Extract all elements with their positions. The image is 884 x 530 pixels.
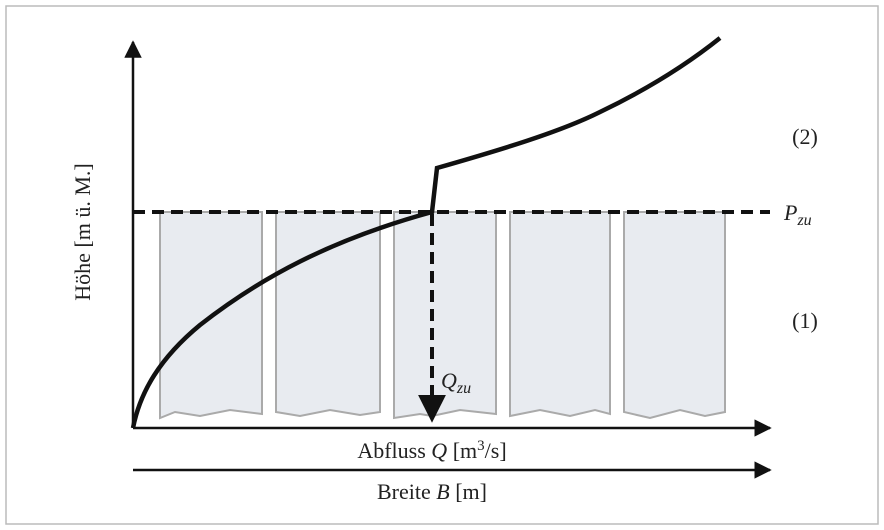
label-subscript: zu [456,380,471,397]
label-text: Abfluss [357,438,431,463]
label-unit: /s] [485,438,507,463]
region-label: (1) [792,308,818,333]
level-label: Pzu [783,200,812,229]
width-axis-label: Breite B [m] [377,479,487,504]
label-text: Breite [377,479,436,504]
frame [5,5,879,525]
region-label: (2) [792,124,818,149]
x-axis-label: Abfluss Q [m3/s] [357,438,506,463]
label-symbol: P [783,200,797,225]
label-symbol: B [436,479,449,504]
label-power: 3 [477,438,485,454]
discharge-label: Qzu [441,368,471,397]
label-symbol: Q [431,438,447,463]
label-unit: [m [447,438,477,463]
label-unit: [m] [450,479,487,504]
label-subscript: zu [796,212,811,229]
rating-curve [130,36,722,429]
label-symbol: Q [441,368,457,393]
y-axis-label: Höhe [m ü. M.] [70,163,95,300]
